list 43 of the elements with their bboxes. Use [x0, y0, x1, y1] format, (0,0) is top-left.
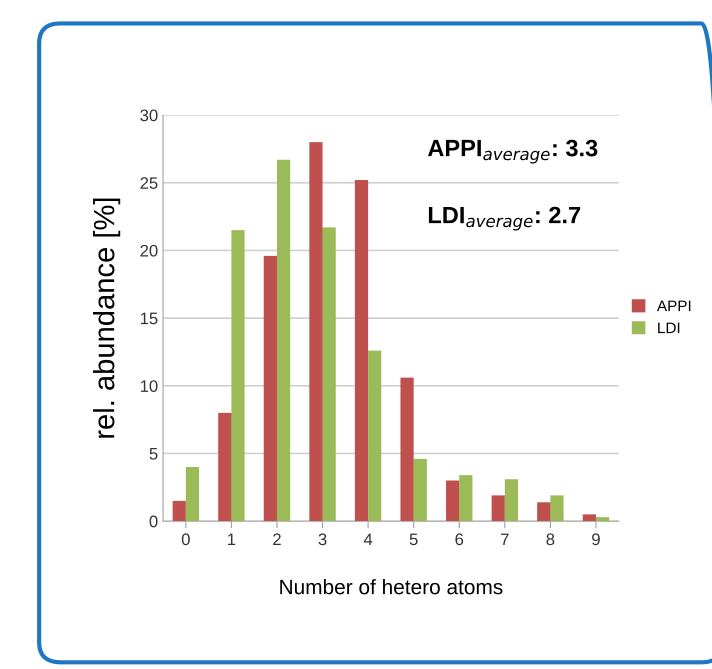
bar: [550, 495, 564, 522]
bar: [368, 350, 382, 522]
legend-label: APPI: [656, 300, 690, 312]
bar: [537, 502, 550, 522]
y-tick-label: 5: [150, 448, 158, 460]
x-tick-label: 2: [273, 533, 281, 546]
x-tick-label: 1: [228, 534, 236, 546]
legend-label: LDI: [658, 322, 680, 334]
bar: [264, 256, 277, 522]
x-tick-label: 0: [182, 533, 190, 546]
x-tick-label: 7: [501, 534, 509, 546]
y-axis-title: rel. abundance [%]: [93, 198, 120, 438]
bar: [172, 500, 186, 522]
x-tick-label: 3: [318, 533, 326, 546]
x-tick-label: 8: [546, 533, 554, 546]
x-tick-label: 4: [364, 534, 372, 546]
bar: [218, 412, 232, 522]
bar: [504, 479, 518, 522]
x-tick-label: 5: [410, 534, 418, 546]
x-axis-title: Number of hetero atoms: [280, 579, 502, 594]
y-tick-label: 10: [140, 380, 158, 392]
y-tick-label: 20: [140, 244, 158, 257]
y-tick-label: 0: [150, 516, 158, 528]
y-tick-label: 15: [140, 312, 158, 324]
bar: [309, 142, 323, 522]
annotation: LDI$_{average}$: 2.7: [428, 206, 580, 230]
bar: [596, 517, 610, 522]
bar: [354, 180, 368, 522]
y-tick-label: 25: [140, 177, 158, 189]
bar: [582, 514, 596, 522]
annotation: APPI$_{average}$: 3.3: [428, 140, 598, 164]
y-tick-label: 30: [140, 109, 158, 122]
bar: [231, 230, 245, 522]
x-tick-label: 9: [592, 533, 600, 546]
bar: [322, 227, 336, 522]
bar: [186, 467, 200, 522]
bar: [400, 378, 414, 522]
bar: [276, 160, 290, 522]
x-tick-label: 6: [455, 533, 464, 546]
bar: [492, 495, 505, 522]
bar: [414, 458, 427, 522]
bar: [446, 480, 460, 522]
bar: [459, 475, 472, 522]
